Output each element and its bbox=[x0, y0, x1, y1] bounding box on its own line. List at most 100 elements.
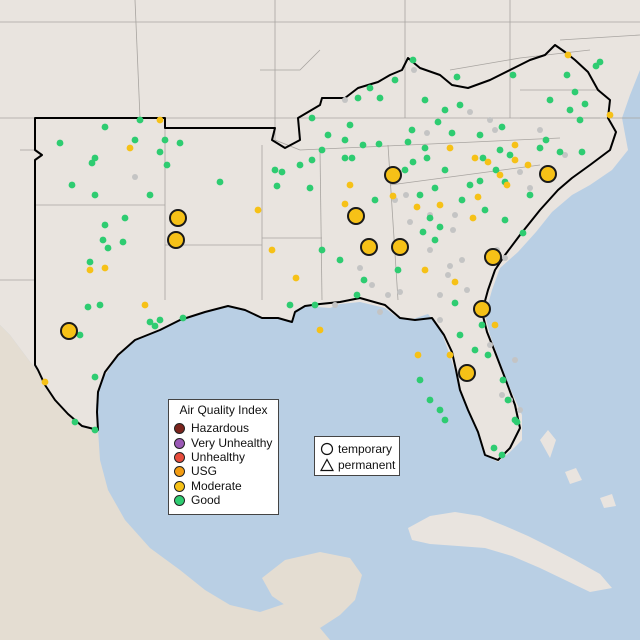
monitor-moderate[interactable] bbox=[316, 326, 324, 334]
monitor-good[interactable] bbox=[359, 141, 367, 149]
monitor-good[interactable] bbox=[84, 303, 92, 311]
monitor-good[interactable] bbox=[308, 114, 316, 122]
monitor-no-data[interactable] bbox=[527, 185, 533, 191]
monitor-good[interactable] bbox=[466, 181, 474, 189]
monitor-good[interactable] bbox=[375, 140, 383, 148]
monitor-good[interactable] bbox=[499, 376, 507, 384]
monitor-good[interactable] bbox=[354, 94, 362, 102]
monitor-good[interactable] bbox=[498, 123, 506, 131]
monitor-good[interactable] bbox=[431, 184, 439, 192]
monitor-good[interactable] bbox=[119, 238, 127, 246]
monitor-good[interactable] bbox=[91, 426, 99, 434]
monitor-good[interactable] bbox=[71, 418, 79, 426]
monitor-good[interactable] bbox=[156, 148, 164, 156]
monitor-good[interactable] bbox=[448, 129, 456, 137]
monitor-good[interactable] bbox=[324, 131, 332, 139]
monitor-good[interactable] bbox=[509, 71, 517, 79]
monitor-moderate-large[interactable] bbox=[539, 165, 557, 183]
monitor-good[interactable] bbox=[308, 156, 316, 164]
monitor-good[interactable] bbox=[404, 138, 412, 146]
monitor-moderate[interactable] bbox=[268, 246, 276, 254]
monitor-good[interactable] bbox=[456, 101, 464, 109]
monitor-good[interactable] bbox=[453, 73, 461, 81]
monitor-moderate[interactable] bbox=[86, 266, 94, 274]
monitor-good[interactable] bbox=[101, 123, 109, 131]
monitor-good[interactable] bbox=[479, 154, 487, 162]
monitor-good[interactable] bbox=[478, 321, 486, 329]
monitor-moderate[interactable] bbox=[414, 351, 422, 359]
monitor-good[interactable] bbox=[423, 154, 431, 162]
monitor-no-data[interactable] bbox=[492, 127, 498, 133]
monitor-good[interactable] bbox=[421, 144, 429, 152]
monitor-moderate[interactable] bbox=[503, 181, 511, 189]
monitor-no-data[interactable] bbox=[517, 407, 523, 413]
monitor-good[interactable] bbox=[471, 346, 479, 354]
monitor-good[interactable] bbox=[68, 181, 76, 189]
monitor-good[interactable] bbox=[318, 146, 326, 154]
monitor-good[interactable] bbox=[101, 221, 109, 229]
monitor-good[interactable] bbox=[131, 136, 139, 144]
monitor-no-data[interactable] bbox=[397, 289, 403, 295]
monitor-good[interactable] bbox=[179, 314, 187, 322]
monitor-good[interactable] bbox=[271, 166, 279, 174]
monitor-good[interactable] bbox=[416, 376, 424, 384]
monitor-no-data[interactable] bbox=[424, 130, 430, 136]
monitor-good[interactable] bbox=[371, 196, 379, 204]
monitor-moderate[interactable] bbox=[496, 171, 504, 179]
monitor-no-data[interactable] bbox=[452, 212, 458, 218]
monitor-moderate[interactable] bbox=[511, 141, 519, 149]
monitor-good[interactable] bbox=[490, 444, 498, 452]
monitor-moderate[interactable] bbox=[413, 203, 421, 211]
monitor-good[interactable] bbox=[416, 191, 424, 199]
monitor-good[interactable] bbox=[176, 139, 184, 147]
monitor-good[interactable] bbox=[151, 322, 159, 330]
monitor-no-data[interactable] bbox=[403, 192, 409, 198]
monitor-good[interactable] bbox=[504, 396, 512, 404]
monitor-no-data[interactable] bbox=[377, 309, 383, 315]
monitor-no-data[interactable] bbox=[357, 265, 363, 271]
monitor-good[interactable] bbox=[484, 351, 492, 359]
monitor-moderate[interactable] bbox=[341, 200, 349, 208]
monitor-moderate[interactable] bbox=[446, 144, 454, 152]
monitor-good[interactable] bbox=[56, 139, 64, 147]
monitor-good[interactable] bbox=[563, 71, 571, 79]
monitor-good[interactable] bbox=[311, 301, 319, 309]
monitor-moderate[interactable] bbox=[606, 111, 614, 119]
monitor-good[interactable] bbox=[408, 126, 416, 134]
monitor-moderate[interactable] bbox=[101, 264, 109, 272]
monitor-good[interactable] bbox=[104, 244, 112, 252]
monitor-moderate[interactable] bbox=[511, 156, 519, 164]
monitor-moderate[interactable] bbox=[389, 192, 397, 200]
monitor-no-data[interactable] bbox=[332, 302, 338, 308]
monitor-good[interactable] bbox=[581, 100, 589, 108]
monitor-no-data[interactable] bbox=[132, 174, 138, 180]
monitor-moderate[interactable] bbox=[292, 274, 300, 282]
monitor-good[interactable] bbox=[451, 299, 459, 307]
monitor-no-data[interactable] bbox=[562, 152, 568, 158]
monitor-good[interactable] bbox=[596, 58, 604, 66]
monitor-moderate[interactable] bbox=[141, 301, 149, 309]
monitor-good[interactable] bbox=[91, 373, 99, 381]
monitor-good[interactable] bbox=[476, 177, 484, 185]
monitor-no-data[interactable] bbox=[411, 67, 417, 73]
monitor-good[interactable] bbox=[434, 118, 442, 126]
monitor-good[interactable] bbox=[436, 223, 444, 231]
monitor-good[interactable] bbox=[492, 166, 500, 174]
monitor-good[interactable] bbox=[146, 318, 154, 326]
monitor-good[interactable] bbox=[341, 136, 349, 144]
monitor-good[interactable] bbox=[441, 416, 449, 424]
monitor-good[interactable] bbox=[76, 331, 84, 339]
monitor-good[interactable] bbox=[394, 266, 402, 274]
monitor-moderate[interactable] bbox=[126, 144, 134, 152]
monitor-good[interactable] bbox=[278, 168, 286, 176]
monitor-good[interactable] bbox=[376, 94, 384, 102]
monitor-good[interactable] bbox=[441, 166, 449, 174]
monitor-good[interactable] bbox=[421, 96, 429, 104]
monitor-moderate[interactable] bbox=[446, 351, 454, 359]
monitor-moderate[interactable] bbox=[254, 206, 262, 214]
monitor-good[interactable] bbox=[436, 406, 444, 414]
monitor-good[interactable] bbox=[88, 159, 96, 167]
monitor-good[interactable] bbox=[121, 214, 129, 222]
monitor-moderate-large[interactable] bbox=[167, 231, 185, 249]
monitor-good[interactable] bbox=[156, 316, 164, 324]
